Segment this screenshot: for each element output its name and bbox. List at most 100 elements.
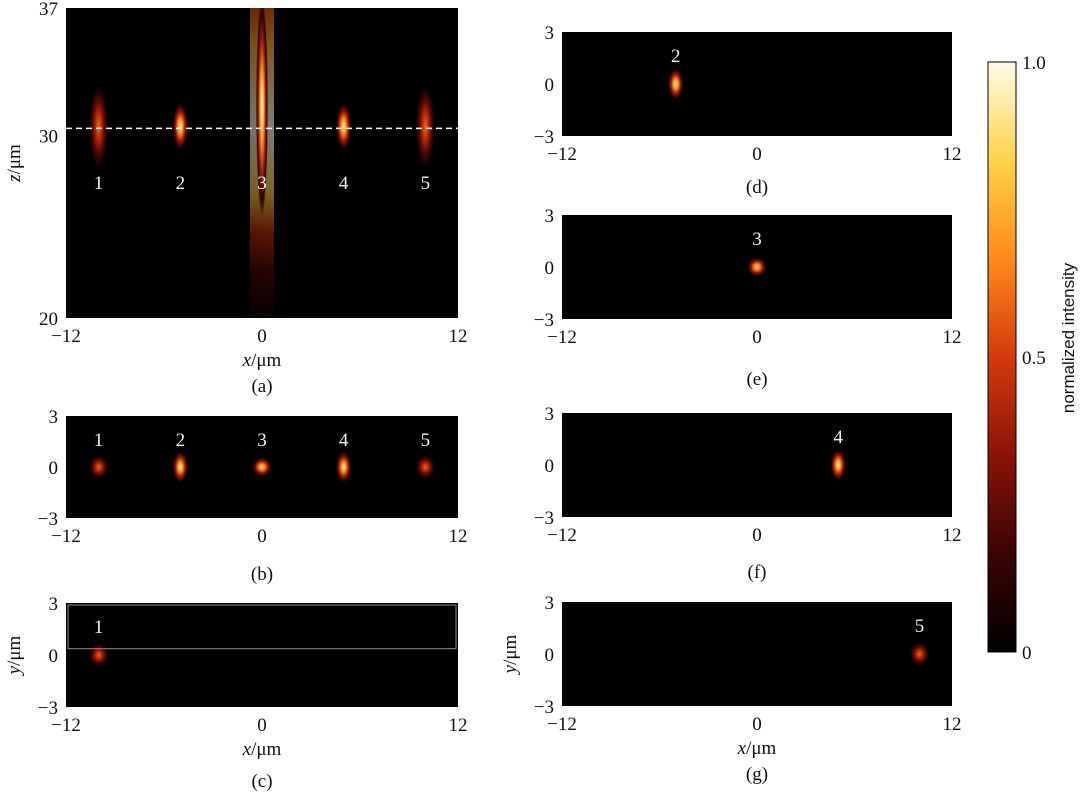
- spot-label-d-2: 2: [671, 46, 681, 67]
- ytick-b-0: −3: [38, 509, 58, 530]
- xtick-b-0: −12: [51, 526, 81, 547]
- plot-area-d: [562, 32, 952, 136]
- xtick-f-0: −12: [547, 525, 577, 546]
- panel-caption-e: (e): [746, 369, 767, 390]
- xtick-g-0: −12: [547, 714, 577, 735]
- focal-spot-e-3: [747, 257, 767, 277]
- spot-label-a-4: 4: [339, 173, 349, 194]
- panel-g: 5 −12 0 12 −3 0 3 x/μm y/μm (g): [500, 593, 962, 785]
- yaxis-label-g: y/μm: [500, 634, 521, 675]
- focal-spot-a-1: [88, 84, 109, 169]
- xtick-f-2: 12: [943, 525, 962, 546]
- colorbar-tick-1: 0.5: [1022, 348, 1046, 369]
- xtick-e-0: −12: [547, 327, 577, 348]
- ytick-c-0: −3: [38, 698, 58, 719]
- ytick-c-2: 3: [49, 594, 59, 615]
- focal-spot-b-2: [172, 451, 189, 483]
- panel-caption-c: (c): [251, 771, 272, 792]
- xtick-d-1: 0: [752, 144, 762, 165]
- ytick-g-0: −3: [534, 697, 554, 718]
- spot-label-c-1: 1: [94, 617, 104, 638]
- yaxis-label-a: z/μm: [4, 144, 25, 183]
- xtick-a-2: 12: [449, 326, 468, 347]
- focal-spot-d-2: [667, 68, 684, 100]
- focal-spot-a-4: [335, 102, 352, 151]
- plot-area-c: [66, 603, 458, 707]
- panel-d: 2 −12 0 12 −3 0 3 (d): [534, 23, 962, 198]
- colorbar-gradient: [987, 61, 1017, 653]
- xtick-d-2: 12: [943, 144, 962, 165]
- focal-spot-b-1: [88, 455, 109, 479]
- ytick-a-2: 37: [39, 0, 58, 20]
- xtick-g-1: 0: [752, 714, 762, 735]
- xtick-b-1: 0: [257, 526, 267, 547]
- xtick-g-2: 12: [943, 714, 962, 735]
- colorbar-title: normalized intensity: [1059, 262, 1078, 413]
- xtick-c-0: −12: [51, 715, 81, 736]
- plot-area-f: [562, 413, 952, 517]
- xtick-a-0: −12: [51, 326, 81, 347]
- spot-label-a-2: 2: [176, 173, 186, 194]
- ytick-g-1: 0: [545, 645, 555, 666]
- ytick-f-2: 3: [545, 404, 555, 425]
- spot-label-b-3: 3: [257, 430, 267, 451]
- ytick-g-2: 3: [545, 593, 555, 614]
- ytick-a-0: 20: [39, 309, 58, 330]
- inset-frame-c: [67, 604, 457, 650]
- colorbar-tick-0: 1.0: [1022, 53, 1046, 74]
- ytick-d-2: 3: [545, 23, 555, 44]
- panel-caption-f: (f): [748, 562, 767, 583]
- panel-e: 3 −12 0 12 −3 0 3 (e): [534, 206, 962, 390]
- panel-caption-d: (d): [746, 177, 768, 198]
- ytick-f-1: 0: [545, 456, 555, 477]
- beam-core-a: [256, 8, 268, 217]
- spot-label-a-3: 3: [257, 173, 267, 194]
- spot-label-a-1: 1: [94, 173, 104, 194]
- focal-spot-a-5: [415, 84, 436, 169]
- panel-caption-b: (b): [251, 564, 273, 585]
- xtick-c-1: 0: [257, 715, 267, 736]
- focal-spot-g-5: [909, 642, 930, 666]
- focal-spot-b-4: [335, 451, 352, 483]
- xtick-d-0: −12: [547, 144, 577, 165]
- panel-b: 1 2 3 4 5−12 0 12−303(b): [38, 407, 468, 585]
- focal-spot-b-3: [252, 457, 272, 477]
- ytick-f-0: −3: [534, 508, 554, 529]
- panel-c: 1 −12 0 12 −3 0 3 x/μm y/μm (c): [4, 594, 468, 792]
- spot-label-b-5: 5: [421, 430, 431, 451]
- ytick-a-1: 30: [39, 127, 58, 148]
- spot-label-b-1: 1: [94, 430, 104, 451]
- xtick-e-2: 12: [943, 327, 962, 348]
- ytick-e-0: −3: [534, 310, 554, 331]
- ytick-d-0: −3: [534, 127, 554, 148]
- xtick-e-1: 0: [752, 327, 762, 348]
- panel-caption-a: (a): [251, 376, 272, 397]
- ytick-b-1: 0: [49, 458, 59, 479]
- spot-label-b-4: 4: [339, 430, 349, 451]
- ytick-e-1: 0: [545, 258, 555, 279]
- spot-label-e-3: 3: [752, 229, 762, 250]
- panel-f: 4 −12 0 12 −3 0 3 (f): [534, 404, 962, 583]
- xtick-f-1: 0: [752, 525, 762, 546]
- xaxis-label-g: x/μm: [737, 738, 777, 759]
- xaxis-label-a: x/μm: [242, 350, 282, 371]
- xaxis-label-c: x/μm: [242, 739, 282, 760]
- colorbar: 1.0 0.5 0 normalized intensity: [987, 53, 1078, 664]
- ytick-b-2: 3: [49, 407, 59, 428]
- spot-label-a-5: 5: [421, 173, 431, 194]
- ytick-e-2: 3: [545, 206, 555, 227]
- spot-label-b-2: 2: [176, 430, 186, 451]
- focal-spot-a-2: [172, 102, 189, 151]
- focal-spot-c-1: [88, 643, 109, 667]
- xtick-a-1: 0: [257, 326, 267, 347]
- panel-caption-g: (g): [746, 764, 768, 785]
- spot-label-f-4: 4: [834, 427, 844, 448]
- xtick-b-2: 12: [449, 526, 468, 547]
- ytick-c-1: 0: [49, 646, 59, 667]
- focal-spot-f-4: [830, 449, 847, 481]
- xtick-c-2: 12: [449, 715, 468, 736]
- ytick-d-1: 0: [545, 75, 555, 96]
- yaxis-label-c: y/μm: [4, 635, 25, 676]
